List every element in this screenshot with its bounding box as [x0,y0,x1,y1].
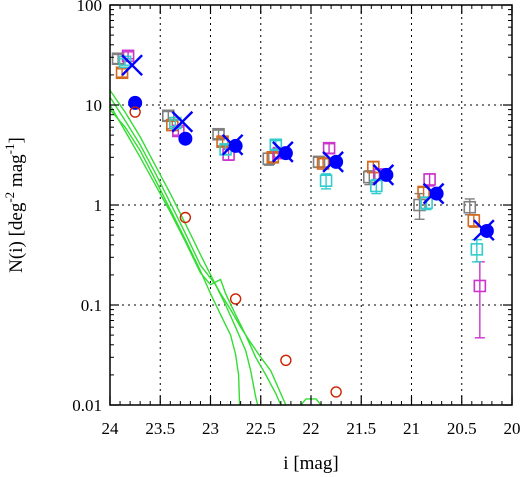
square-marker [473,279,487,293]
open-circle-marker [129,106,141,118]
y-axis-label-sup2: -1 [2,144,17,155]
square-marker [470,243,484,256]
filled-circle-marker [479,223,494,238]
x-tick-label: 20 [504,419,520,438]
square-marker [118,55,132,69]
square-marker [319,174,333,187]
cross-marker [121,54,143,77]
x-tick-label: 24 [102,419,120,438]
square-marker [269,138,283,152]
y-tick-label: 0.01 [72,396,102,415]
y-tick-label: 0.1 [81,296,102,315]
filled-circle-marker [329,154,344,169]
x-tick-label: 20.5 [447,419,477,438]
filled-circle-marker [429,186,444,201]
model-curve [109,96,287,406]
x-tick-label: 21 [403,419,420,438]
filled-circle-marker [228,138,243,153]
open-circle-marker [229,293,242,305]
filled-circle-marker [278,146,293,161]
open-circle-marker [179,211,192,224]
y-axis-label-main: N(i) [deg [6,202,27,273]
y-axis-label: N(i) [deg-2 mag-1] [2,137,27,273]
x-tick-label: 22 [303,419,320,438]
square-marker [212,127,225,141]
y-axis-label-mid: mag [6,154,27,192]
model-curves [109,90,322,406]
x-tick-label: 21.5 [346,419,376,438]
model-curve [109,104,282,406]
square-marker [420,196,433,210]
y-tick-label: 10 [85,96,102,115]
y-tick-label: 1 [94,196,103,215]
y-tick-label: 100 [77,0,103,15]
square-marker [463,200,477,214]
x-tick-label: 23.5 [145,419,175,438]
axis-ticks: 24 23.5 23 22.5 22 21.5 21 20.5 20 0.01 0.1 1 10 100 [72,0,520,438]
square-marker [362,170,376,184]
y-axis-label-end: ] [6,137,27,143]
data-points [111,49,495,398]
y-axis-label-sup1: -2 [2,192,17,203]
model-curve [109,109,241,406]
x-axis-label: i [mag] [283,453,338,474]
square-marker [467,214,481,227]
filled-circle-marker [379,167,394,182]
cross-marker [171,110,194,133]
model-curve [109,90,259,406]
square-marker [322,141,336,155]
x-tick-label: 22.5 [246,419,276,438]
open-circle-marker [330,386,342,398]
square-marker [423,173,436,186]
x-tick-label: 23 [202,419,219,438]
square-marker [413,198,426,212]
square-marker [316,157,330,170]
open-circle-marker [280,354,292,366]
grid [110,5,512,405]
filled-circle-marker [178,131,193,146]
filled-circle-marker [128,95,143,110]
